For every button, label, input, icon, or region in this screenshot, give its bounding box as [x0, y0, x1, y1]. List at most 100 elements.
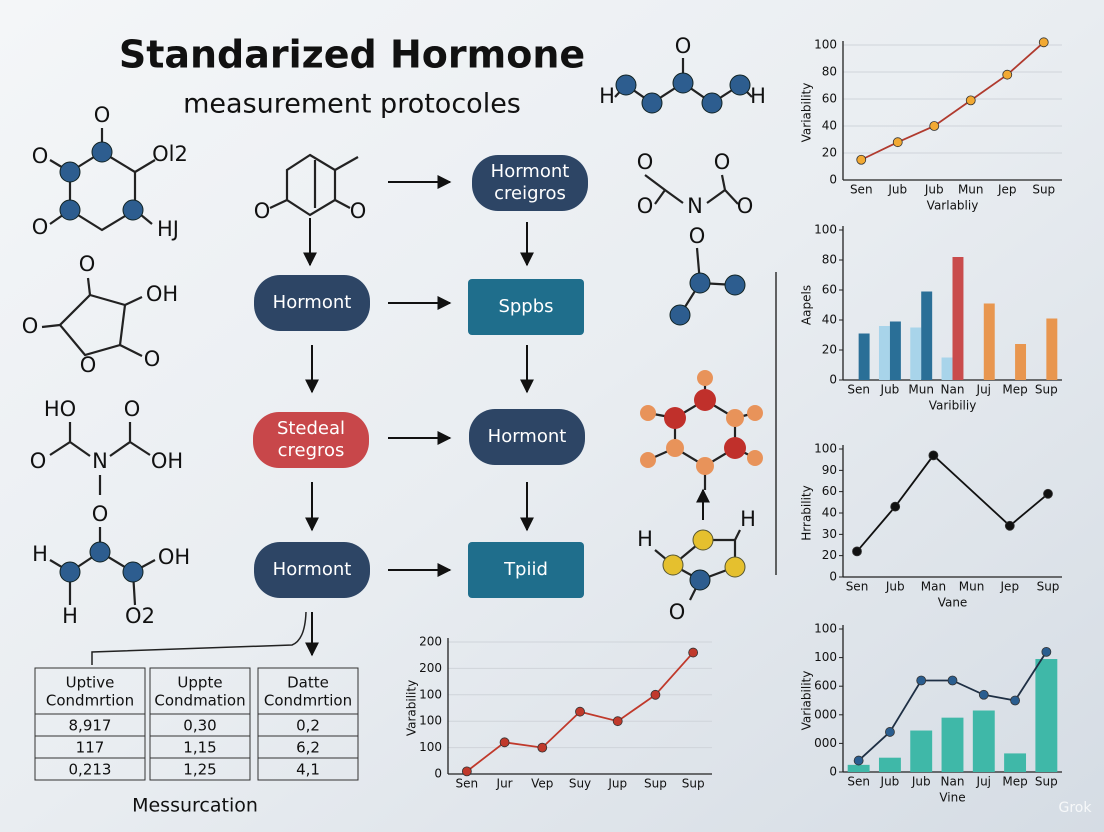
x-tick-label: Jub — [924, 183, 944, 197]
bar — [878, 757, 901, 772]
marker — [461, 766, 472, 777]
y-tick-label: 600 — [814, 679, 837, 693]
flow-node — [472, 155, 588, 211]
table-header: Condmation — [154, 692, 245, 710]
flow-node — [468, 279, 584, 335]
table-frame — [34, 667, 146, 781]
y-tick-label: 100 — [814, 38, 837, 52]
atom-label: H — [740, 507, 756, 531]
x-tick-label: Mun — [908, 383, 934, 397]
marker — [852, 546, 862, 557]
x-axis-label: Vane — [938, 596, 968, 610]
x-tick-label: Juj — [976, 383, 991, 397]
atom-label: O — [92, 502, 109, 526]
x-tick-label: Mun — [959, 580, 985, 594]
atom-label: O — [79, 252, 96, 276]
atom-label: O — [30, 449, 47, 473]
x-tick-label: Mep — [1002, 775, 1027, 789]
atom-label: OH — [146, 282, 178, 306]
x-tick-label: Suy — [569, 777, 591, 791]
y-tick-label: 60 — [822, 92, 837, 106]
atom-label: H — [637, 527, 653, 551]
bar — [941, 357, 953, 380]
atom-label: O — [124, 397, 141, 421]
x-tick-label: Jep — [1000, 580, 1020, 594]
bar — [878, 326, 890, 380]
x-tick-label: Sen — [456, 777, 479, 791]
flow-node — [254, 542, 370, 598]
x-axis-label: Varibiliy — [929, 399, 977, 413]
flow-node-label: Hormont — [273, 559, 352, 580]
atom-label: N — [92, 449, 108, 473]
x-tick-label: Jub — [880, 775, 900, 789]
atom-label: O — [669, 600, 686, 624]
table-header: Condmrtion — [264, 692, 352, 710]
y-tick-label: 20 — [822, 548, 837, 562]
flow-node-label: Tpiid — [503, 559, 548, 580]
y-tick-label: 20 — [822, 343, 837, 357]
y-tick-label: 90 — [822, 463, 837, 477]
table-header: Uppte — [177, 674, 222, 692]
y-tick-label: 40 — [822, 506, 837, 520]
y-tick-label: 100 — [419, 687, 442, 701]
caption: Messurcation — [132, 795, 258, 817]
y-tick-label: 000 — [814, 736, 837, 750]
y-tick-label: 100 — [814, 223, 837, 237]
flow-node-label: Stedeal — [277, 418, 345, 439]
x-tick-label: Jub — [880, 383, 900, 397]
y-tick-label: 80 — [822, 65, 837, 79]
atom-label: O — [144, 347, 161, 371]
flow-node-label: Sppbs — [498, 296, 553, 317]
bar — [921, 291, 933, 380]
marker — [537, 742, 548, 753]
flow-node-label: creigros — [494, 183, 566, 204]
bar — [1004, 753, 1027, 772]
x-tick-label: Mep — [1002, 383, 1027, 397]
y-tick-label: 0 — [829, 173, 837, 187]
y-axis-label: Variability — [800, 83, 814, 143]
x-tick-label: Man — [921, 580, 946, 594]
bar — [941, 717, 964, 772]
x-tick-label: Sen — [847, 775, 870, 789]
table-cell: 6,2 — [296, 739, 320, 757]
bar — [858, 333, 870, 380]
x-tick-label: Nan — [941, 775, 965, 789]
atom-label: O — [675, 34, 692, 58]
atom-label: O — [32, 215, 49, 239]
flow-node — [253, 412, 369, 468]
table-cell: 0,2 — [296, 717, 320, 735]
bar — [952, 257, 964, 380]
molecule: H OH H O2 — [32, 527, 190, 628]
molecule: O H H — [599, 34, 766, 114]
atom-label: O — [22, 314, 39, 338]
bar — [983, 303, 995, 380]
atom-label: H — [62, 604, 78, 628]
x-tick-label: Sen — [847, 383, 870, 397]
y-tick-label: 30 — [822, 527, 837, 541]
x-tick-label: Sen — [850, 183, 873, 197]
marker — [1002, 69, 1013, 80]
atom-label: H — [599, 84, 615, 108]
table-cell: 1,15 — [183, 739, 216, 757]
marker — [612, 716, 623, 727]
table-frame — [149, 667, 251, 781]
atom-label: O — [714, 150, 731, 174]
molecule: O O O N O — [637, 150, 754, 218]
atom-label: O — [350, 199, 367, 223]
marker — [1038, 37, 1049, 48]
marker — [947, 675, 958, 686]
y-tick-label: 000 — [814, 707, 837, 721]
bar — [910, 730, 933, 772]
x-tick-label: Jur — [496, 777, 513, 791]
marker — [1041, 646, 1052, 657]
y-axis-label: Variability — [800, 671, 814, 731]
line — [860, 41, 1045, 161]
molecule: O — [669, 224, 746, 326]
x-tick-label: Juj — [976, 775, 991, 789]
x-tick-label: Sup — [1035, 775, 1058, 789]
molecule: O OH O O O — [22, 252, 178, 377]
flow-node-label: Hormont — [488, 426, 567, 447]
x-tick-label: Sup — [1035, 383, 1058, 397]
